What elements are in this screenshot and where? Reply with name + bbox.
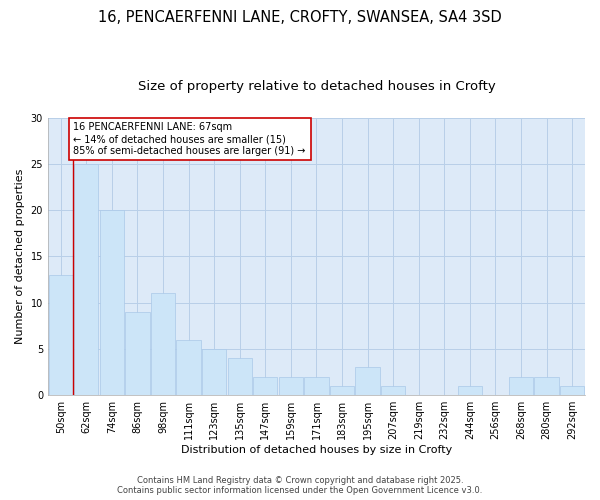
Text: Contains HM Land Registry data © Crown copyright and database right 2025.
Contai: Contains HM Land Registry data © Crown c… bbox=[118, 476, 482, 495]
Bar bbox=[176, 340, 201, 395]
Text: 16 PENCAERFENNI LANE: 67sqm
← 14% of detached houses are smaller (15)
85% of sem: 16 PENCAERFENNI LANE: 67sqm ← 14% of det… bbox=[73, 122, 306, 156]
Bar bbox=[458, 386, 482, 395]
Bar bbox=[509, 376, 533, 395]
Bar bbox=[381, 386, 406, 395]
Title: Size of property relative to detached houses in Crofty: Size of property relative to detached ho… bbox=[137, 80, 496, 93]
Bar bbox=[202, 349, 226, 395]
Bar bbox=[49, 275, 73, 395]
Text: 16, PENCAERFENNI LANE, CROFTY, SWANSEA, SA4 3SD: 16, PENCAERFENNI LANE, CROFTY, SWANSEA, … bbox=[98, 10, 502, 25]
Bar bbox=[279, 376, 303, 395]
Bar bbox=[535, 376, 559, 395]
Bar bbox=[355, 368, 380, 395]
Bar bbox=[100, 210, 124, 395]
Bar bbox=[74, 164, 98, 395]
Bar bbox=[227, 358, 252, 395]
Bar bbox=[151, 294, 175, 395]
Bar bbox=[125, 312, 149, 395]
X-axis label: Distribution of detached houses by size in Crofty: Distribution of detached houses by size … bbox=[181, 445, 452, 455]
Bar bbox=[330, 386, 354, 395]
Bar bbox=[304, 376, 329, 395]
Bar bbox=[253, 376, 277, 395]
Y-axis label: Number of detached properties: Number of detached properties bbox=[15, 169, 25, 344]
Bar bbox=[560, 386, 584, 395]
